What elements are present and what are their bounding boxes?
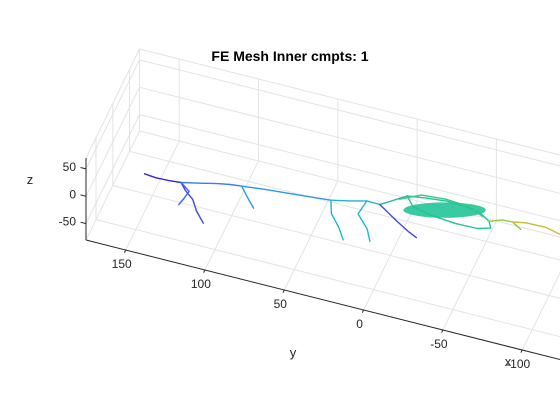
x-axis-label: x <box>505 354 512 369</box>
neurite-segment <box>511 221 560 236</box>
grid-line-z-side <box>85 114 140 224</box>
neurite-segment <box>180 181 243 187</box>
neurite-segment <box>178 181 190 206</box>
y-tick-label: 100 <box>191 277 211 291</box>
y-tick-mark <box>282 289 285 293</box>
mesh-plot <box>143 173 560 243</box>
z-tick-label: -50 <box>59 215 77 229</box>
grid-line-z-back <box>139 114 560 222</box>
z-axis-label: z <box>27 172 34 187</box>
grid-line-z-side <box>85 87 140 197</box>
z-tick-mark <box>80 167 87 170</box>
y-tick-mark <box>441 329 444 333</box>
neurite-segment <box>406 195 492 230</box>
axes-box <box>80 158 560 361</box>
neurite-segment <box>379 195 408 206</box>
neurite-segment <box>180 181 205 224</box>
neurite-segment <box>240 185 332 201</box>
y-tick-mark <box>203 269 206 273</box>
z-tick-mark <box>80 194 87 197</box>
chart-title: FE Mesh Inner cmpts: 1 <box>211 48 368 64</box>
box-edge-back <box>139 48 560 156</box>
y-axis-line <box>85 239 560 361</box>
neurite-segment <box>379 203 417 239</box>
neurite-segment <box>330 199 381 206</box>
y-tick-label: 50 <box>274 297 288 311</box>
neurite-segment <box>143 173 182 184</box>
z-tick-label: 50 <box>63 160 77 174</box>
grid-line-x-floor <box>112 185 560 299</box>
y-tick-mark <box>361 309 365 313</box>
y-tick-mark <box>123 249 127 253</box>
neurite-segment <box>330 199 344 241</box>
y-tick-label: -50 <box>430 337 448 351</box>
neurite-segment <box>357 200 371 243</box>
grid-line-x-floor <box>95 219 560 338</box>
neurite-segment <box>240 185 255 209</box>
z-tick-mark <box>80 221 87 225</box>
y-tick-label: 0 <box>356 317 363 331</box>
z-tick-label: 0 <box>69 187 76 201</box>
grid-line-z-back <box>139 59 560 167</box>
box-edge-back <box>139 130 560 238</box>
y-tick-label: -100 <box>506 357 530 371</box>
grid-line-z-side <box>85 59 140 170</box>
box-edge-back <box>85 48 140 159</box>
y-tick-label: 150 <box>112 257 132 271</box>
grid-lines <box>85 48 560 351</box>
y-axis-label: y <box>290 345 297 360</box>
grid-line-z-back <box>139 86 560 194</box>
neurite-segment <box>488 219 522 231</box>
neurite-segment <box>398 194 484 218</box>
grid-line-x-floor <box>129 150 560 261</box>
box-edge-back <box>85 130 140 241</box>
y-tick-mark <box>520 349 523 353</box>
